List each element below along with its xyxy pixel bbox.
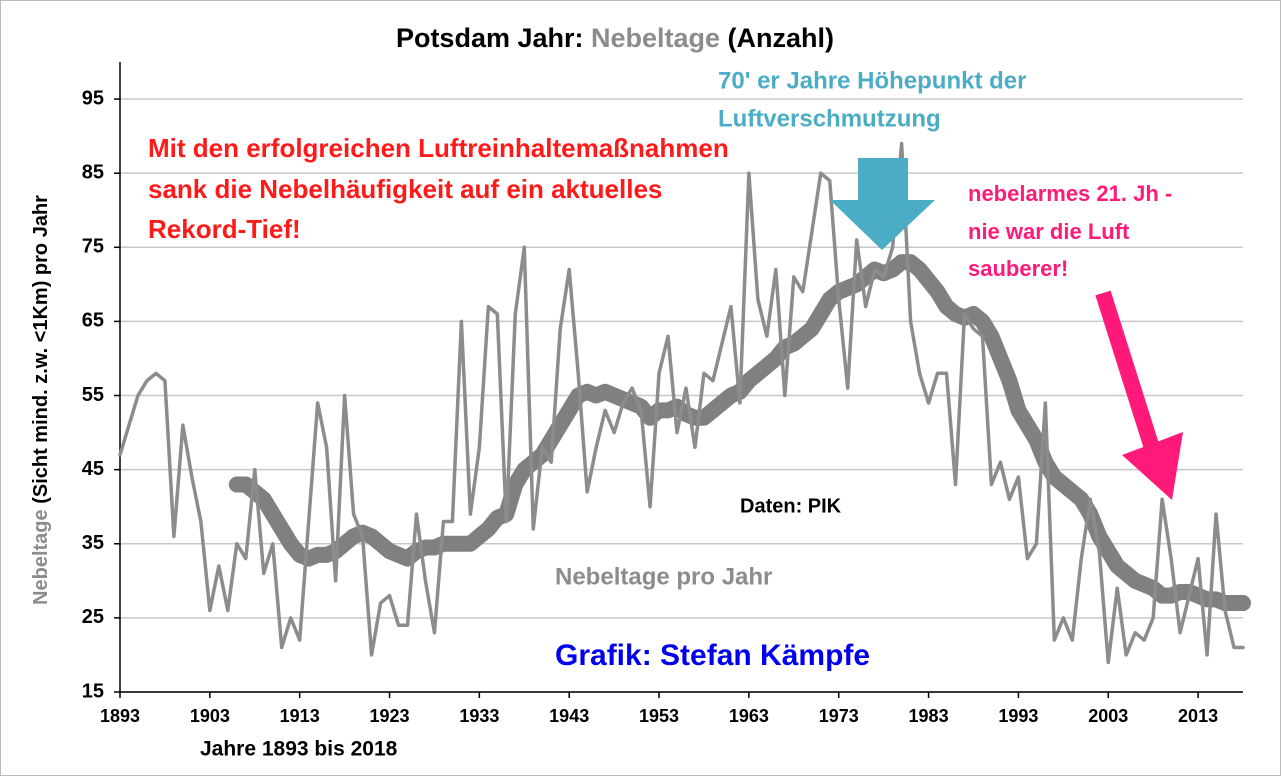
x-tick-label: 1913 — [280, 706, 320, 726]
x-tick-label: 1903 — [190, 706, 230, 726]
annotation: Mit den erfolgreichen Luftreinhaltemaßna… — [148, 133, 729, 163]
annotation: Daten: PIK — [740, 495, 842, 517]
y-label-part: Nebeltage — [30, 509, 52, 605]
y-tick-label: 25 — [82, 606, 104, 628]
x-tick-label: 1933 — [459, 706, 499, 726]
arrow-head — [1122, 432, 1183, 500]
title-part: Potsdam Jahr: — [396, 23, 591, 53]
annotation: sauberer! — [968, 256, 1068, 281]
annotation: Rekord-Tief! — [148, 214, 301, 244]
annotation: 70' er Jahre Höhepunkt der — [718, 67, 1026, 94]
annotation: Luftverschmutzung — [718, 105, 941, 132]
y-tick-label: 65 — [82, 310, 104, 332]
arrow-shaft — [1095, 290, 1160, 451]
x-tick-label: 1963 — [729, 706, 769, 726]
x-tick-label: 1983 — [909, 706, 949, 726]
x-tick-label: 1993 — [998, 706, 1038, 726]
y-label-part: (Sicht mind. z.w. <1Km) pro Jahr — [30, 195, 52, 510]
annotation: nebelarmes 21. Jh - — [968, 181, 1172, 206]
x-tick-label: 2003 — [1088, 706, 1128, 726]
y-tick-label: 45 — [82, 458, 104, 480]
annotation: Grafik: Stefan Kämpfe — [555, 639, 870, 672]
arrow — [830, 158, 935, 250]
title-part: Nebeltage — [591, 23, 720, 53]
x-tick-label: 1923 — [369, 706, 409, 726]
y-tick-label: 55 — [82, 384, 104, 406]
y-tick-label: 15 — [82, 680, 104, 702]
x-axis-label: Jahre 1893 bis 2018 — [200, 738, 398, 761]
x-tick-label: 1953 — [639, 706, 679, 726]
y-tick-label: 85 — [82, 161, 104, 183]
title-part: (Anzahl) — [720, 23, 834, 53]
y-axis-label: Nebeltage (Sicht mind. z.w. <1Km) pro Ja… — [30, 195, 52, 605]
series-line — [118, 141, 1245, 665]
x-tick-label: 1893 — [100, 706, 140, 726]
series-label: Nebeltage pro Jahr — [555, 563, 772, 590]
x-tick-label: 1943 — [549, 706, 589, 726]
y-tick-label: 35 — [82, 532, 104, 554]
annotation: sank die Nebelhäufigkeit auf ein aktuell… — [148, 174, 662, 204]
x-tick-label: 2013 — [1178, 706, 1218, 726]
annotation: nie war die Luft — [968, 219, 1130, 244]
y-tick-label: 75 — [82, 236, 104, 258]
y-tick-label: 95 — [82, 87, 104, 109]
x-tick-label: 1973 — [819, 706, 859, 726]
chart-title: Potsdam Jahr: Nebeltage (Anzahl) — [396, 23, 834, 53]
